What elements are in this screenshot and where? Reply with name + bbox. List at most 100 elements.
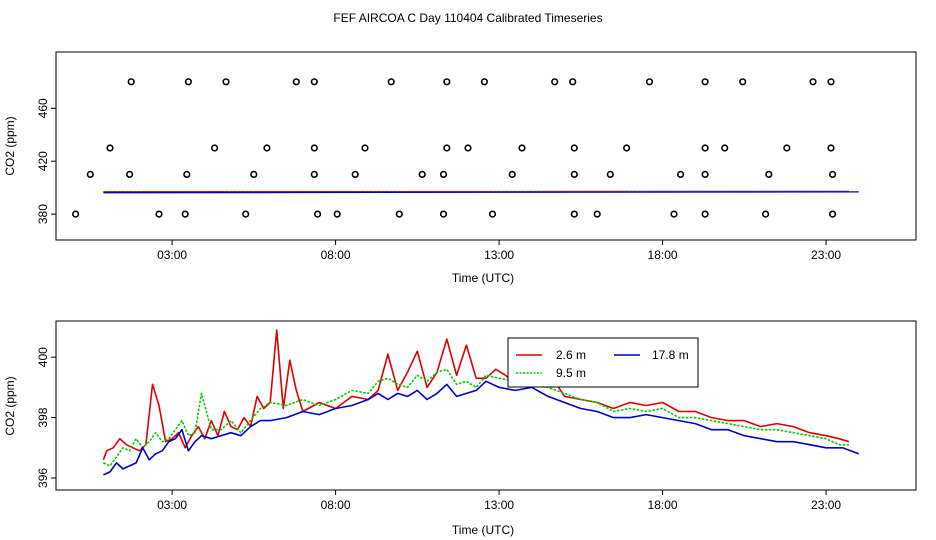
scatter-point (783, 144, 791, 152)
scatter-point (701, 78, 709, 86)
legend-label-17-8m: 17.8 m (652, 348, 689, 362)
scatter-point (739, 78, 747, 86)
scatter-point (761, 210, 770, 218)
bottom-y-axis-label: CO2 (ppm) (3, 376, 17, 435)
scatter-point (250, 170, 258, 178)
scatter-point (351, 170, 359, 178)
scatter-point (570, 170, 578, 178)
scatter-point (183, 170, 191, 178)
y-tick-label-398: 398 (36, 407, 50, 427)
scatter-point (126, 170, 134, 178)
scatter-point (488, 210, 497, 218)
scatter-point (622, 144, 631, 152)
series-line-2-6-m (102, 329, 850, 461)
x-tick-label-23-00: 23:00 (811, 498, 841, 512)
series-line-9-5-m (103, 368, 849, 467)
scatter-point (551, 78, 559, 86)
scatter-point (828, 210, 837, 218)
legend-box (507, 337, 699, 388)
scatter-point (439, 170, 448, 178)
legend-label-9-5m: 9.5 m (556, 366, 586, 380)
scatter-point (439, 210, 448, 218)
bottom-plot-marks (102, 329, 860, 476)
bottom-y-ticks: 396 398 400 (36, 347, 56, 488)
scatter-point (127, 78, 135, 86)
scatter-point (222, 78, 230, 86)
scatter-point (480, 78, 489, 86)
scatter-point (570, 210, 578, 218)
y-tick-label-380: 380 (36, 204, 50, 224)
scatter-point (211, 144, 219, 152)
scatter-point (310, 144, 318, 152)
scatter-point (387, 78, 395, 86)
scatter-point (570, 144, 578, 152)
scatter-point (314, 210, 322, 218)
scatter-point (670, 210, 678, 218)
top-plot-marks (71, 78, 859, 218)
x-tick-label-03-00: 03:00 (157, 498, 187, 512)
top-plot-frame (55, 51, 917, 241)
scatter-point (292, 78, 300, 86)
top-x-ticks: 03:00 08:00 13:00 18:00 23:00 (157, 240, 841, 262)
scatter-point (701, 144, 709, 152)
top-y-ticks: 380 420 460 (36, 98, 56, 224)
y-tick-label-396: 396 (36, 468, 50, 488)
x-tick-label-23-00: 23:00 (811, 248, 841, 262)
scatter-point (606, 170, 614, 178)
y-tick-label-420: 420 (36, 151, 50, 171)
scatter-point (395, 210, 403, 218)
scatter-point (155, 210, 163, 218)
bottom-panel: 03:00 08:00 13:00 18:00 23:00 396 398 400 Time… (3, 320, 917, 537)
scatter-point (242, 210, 250, 218)
scatter-point (443, 144, 451, 152)
scatter-point (827, 144, 835, 152)
bottom-x-ticks: 03:00 08:00 13:00 18:00 23:00 (157, 490, 841, 512)
scatter-point (721, 144, 729, 152)
scatter-point (676, 170, 685, 178)
x-tick-label-18-00: 18:00 (648, 248, 678, 262)
x-tick-label-13-00: 13:00 (484, 498, 514, 512)
series-line-17-8-m (103, 380, 860, 476)
scatter-point (593, 210, 601, 218)
scatter-point (464, 144, 472, 152)
scatter-point (443, 78, 451, 86)
bottom-plot-frame (55, 320, 917, 491)
scatter-point (333, 210, 341, 218)
bottom-x-axis-label: Time (UTC) (452, 523, 514, 537)
scatter-point (310, 170, 318, 178)
x-tick-label-03-00: 03:00 (157, 248, 187, 262)
top-panel: 03:00 08:00 13:00 18:00 23:00 380 420 460 Time… (3, 51, 917, 285)
scatter-point (809, 78, 817, 86)
scatter-point (827, 78, 835, 86)
x-tick-label-18-00: 18:00 (648, 498, 678, 512)
x-tick-label-13-00: 13:00 (484, 248, 514, 262)
scatter-point (181, 210, 189, 218)
top-y-axis-label: CO2 (ppm) (3, 116, 17, 175)
scatter-point (645, 78, 654, 86)
top-x-axis-label: Time (UTC) (452, 271, 514, 285)
chart-title: FEF AIRCOA C Day 110404 Calibrated Times… (333, 11, 602, 25)
scatter-point (701, 210, 709, 218)
scatter-point (518, 144, 526, 152)
scatter-point (106, 144, 114, 152)
y-tick-label-460: 460 (36, 98, 50, 118)
scatter-point (828, 170, 837, 178)
x-tick-label-08-00: 08:00 (321, 248, 351, 262)
legend-label-2-6m: 2.6 m (556, 348, 586, 362)
scatter-point (765, 170, 773, 178)
scatter-point (361, 144, 369, 152)
scatter-point (184, 78, 192, 86)
scatter-point (418, 170, 426, 178)
x-tick-label-08-00: 08:00 (321, 498, 351, 512)
scatter-point (263, 144, 271, 152)
scatter-point (71, 210, 80, 218)
scatter-point (508, 170, 516, 178)
y-tick-label-400: 400 (36, 347, 50, 367)
legend: 2.6 m 9.5 m 17.8 m (507, 337, 699, 388)
scatter-point (569, 78, 577, 86)
series-line-17-8-m (103, 191, 859, 194)
scatter-point (701, 170, 709, 178)
scatter-point (86, 170, 94, 178)
scatter-point (310, 78, 318, 86)
